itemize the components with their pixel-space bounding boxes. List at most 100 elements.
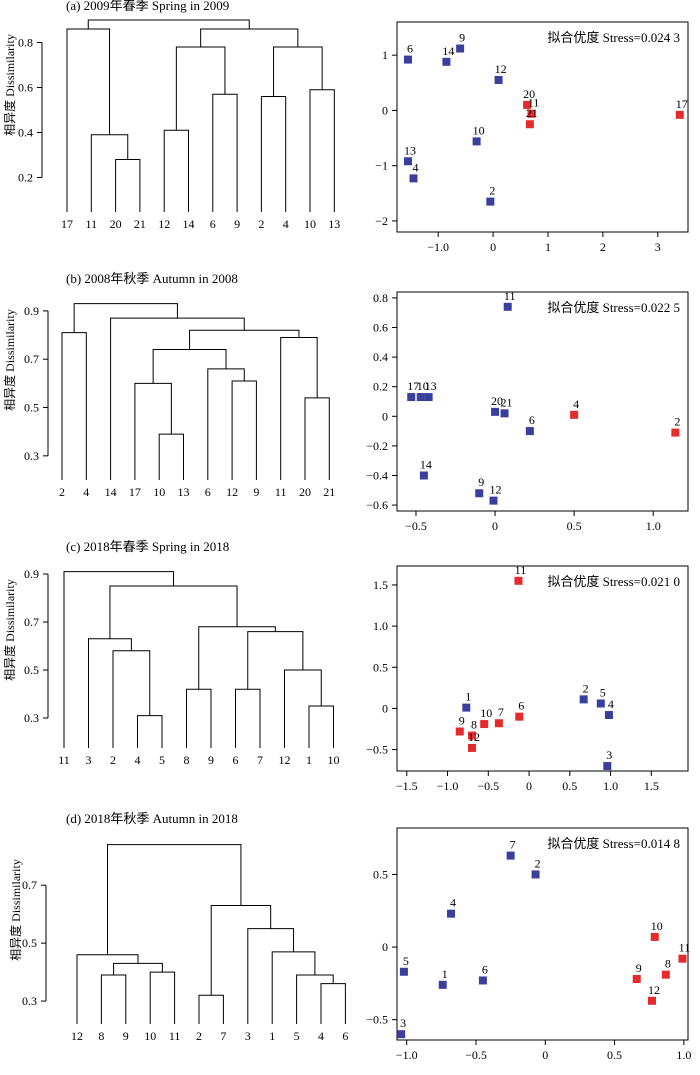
site-point-9 [475,489,484,498]
y-tick-label: 0 [382,409,388,423]
leaf-label: 21 [323,485,335,499]
site-point-6 [525,427,534,436]
dendrogram-branch [260,96,287,212]
leaf-label: 8 [98,1029,104,1043]
dendrogram-branch [152,349,227,384]
leaf-label: 12 [71,1029,83,1043]
dendrogram-branch [100,974,127,1024]
site-point-2 [671,428,680,437]
x-tick-label: −0.5 [405,519,427,533]
y-tick-label: 0.2 [18,171,33,185]
y-tick-label: 0.5 [373,867,388,881]
site-label: 4 [573,397,579,411]
site-label: 11 [679,941,691,955]
y-tick-label: 0.3 [24,711,39,725]
y-tick-label: −0.4 [366,468,388,482]
y-tick-label: 1 [382,48,388,62]
site-label: 9 [459,713,465,727]
dendrogram-branch [149,971,176,1024]
x-tick-label: 3 [655,240,661,254]
dendrogram-branch [231,380,257,480]
site-point-4 [604,711,613,720]
leaf-label: 1 [306,753,312,767]
site-label: 7 [510,838,516,852]
x-tick-label: 0 [542,1048,548,1062]
site-point-8 [661,970,670,979]
site-point-10 [472,137,481,146]
dendrogram-branch [296,974,334,1024]
mds-scatter-c: −1.5 −1.0 −0.5 0 0.5 1.0 1.5 −0.5 0 0.5 1.0 1.5 拟合优度… [366,563,689,793]
site-point-4 [447,909,456,918]
leaf-label: 9 [123,1029,129,1043]
x-tick-label: −0.5 [465,1048,487,1062]
site-point-9 [632,975,641,984]
dendrogram-b: 0.3 0.5 0.7 0.9 相异度 Dissimilarity 2 4 14 17 10 13 6… [2,303,335,499]
site-point-17 [675,110,684,119]
site-point-5 [399,967,408,976]
leaf-label: 11 [86,217,98,231]
dendrogram-branch [308,705,334,748]
leaf-label: 13 [178,485,190,499]
leaf-label: 10 [304,217,316,231]
leaf-label: 13 [328,217,340,231]
dendrogram-branch [320,983,346,1024]
dendrogram-branch [66,28,111,212]
dendrogram-branch [210,904,272,996]
leaf-label: 7 [257,753,263,767]
leaf-label: 1 [269,1029,275,1043]
x-tick-label: 0.5 [562,779,577,793]
x-tick-label: −1.0 [427,240,449,254]
site-label: 21 [501,395,513,409]
site-point-5 [596,699,605,708]
y-tick-label: 0.8 [18,36,33,50]
site-label: 9 [459,31,465,45]
site-label: 17 [676,97,688,111]
site-point-20 [491,407,500,416]
dendrogram-branch [271,951,316,1024]
site-point-4 [409,174,418,183]
leaf-label: 2 [258,217,264,231]
y-tick-label: 0.5 [24,401,39,415]
site-label: 8 [471,718,477,732]
y-tick-label: 0.2 [373,380,388,394]
mds-scatter-b: −0.5 0 0.5 1.0 −0.6 −0.4 −0.2 0 0.2 0.4 0.6 0.8 拟合优度… [366,289,689,533]
site-point-14 [419,471,428,480]
leaf-label: 12 [279,753,291,767]
dendrogram-branch [280,336,318,480]
leaf-label: 8 [184,753,190,767]
stress-annotation: 拟合优度 Stress=0.021 0 [547,574,680,589]
site-point-13 [403,157,412,166]
site-point-12 [489,496,498,505]
dendrogram-branch [189,329,300,350]
dendrogram-branch [87,19,250,29]
y-tick-label: −0.5 [366,1013,388,1027]
dendrogram-a-ylabel: 相异度 Dissimilarity [2,34,17,136]
site-point-2 [531,870,540,879]
leaf-label: 2 [196,1029,202,1043]
x-tick-label: 1 [545,240,551,254]
dendrogram-branch [186,688,212,748]
y-tick-label: −1 [375,159,388,173]
dendrogram-branch [109,585,238,639]
leaf-label: 14 [183,217,195,231]
dendrogram-d-ylabel: 相异度 Dissimilarity [8,859,23,961]
mds-scatter-d: −1.0 −0.5 0 0.5 1.0 −0.5 0 0.5 拟合优度 Stress=0.014… [366,827,691,1062]
dendrogram-branch [158,433,184,480]
x-tick-label: 0.5 [567,519,582,533]
site-label: 2 [535,856,541,870]
dendrogram-branch [198,626,276,690]
site-label: 3 [400,1016,406,1030]
leaf-label: 12 [226,485,238,499]
site-point-11 [514,576,523,585]
dendrogram-branch [198,994,224,1024]
site-point-14 [442,57,451,66]
dendrogram-branch [115,159,141,212]
y-tick-label: −0.6 [366,498,388,512]
site-label: 12 [489,483,501,497]
leaf-label: 4 [283,217,289,231]
dendrogram-branch [137,715,163,748]
site-point-6 [478,976,487,985]
y-tick-label: 0.7 [24,352,39,366]
